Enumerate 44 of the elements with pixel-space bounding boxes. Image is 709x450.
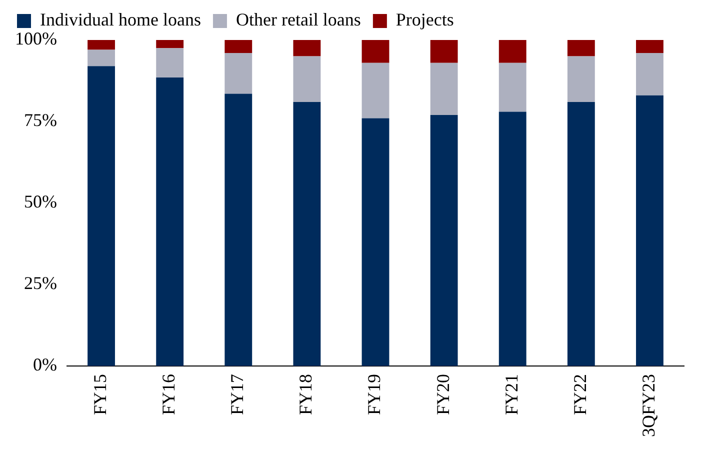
y-tick-label: 100%: [14, 28, 57, 49]
legend-label: Other retail loans: [236, 10, 361, 30]
bar: [293, 40, 321, 56]
bar: [498, 40, 526, 63]
bar: [88, 40, 115, 50]
legend-label: Projects: [396, 10, 454, 30]
bar: [88, 50, 115, 66]
legend-label: Individual home loans: [40, 10, 201, 30]
x-tick-label: FY19: [364, 374, 384, 416]
x-tick-label: FY20: [432, 374, 453, 416]
bar: [430, 114, 458, 366]
bar: [567, 56, 595, 102]
bar: [567, 102, 595, 366]
bar: [430, 40, 458, 63]
bar: [156, 48, 184, 78]
bar: [430, 62, 458, 115]
bar: [636, 40, 664, 54]
y-tick-label: 0%: [32, 354, 57, 375]
y-tick-label: 75%: [24, 110, 57, 130]
y-tick-label: 25%: [24, 273, 57, 294]
bar: [156, 77, 184, 366]
bar: [224, 40, 252, 54]
bar: [362, 118, 390, 366]
bar: [498, 62, 526, 112]
x-tick-label: FY16: [158, 374, 179, 416]
x-tick-label: FY17: [227, 374, 248, 416]
bar: [224, 53, 252, 94]
x-tick-label: FY21: [501, 374, 522, 416]
bar: [636, 95, 664, 366]
x-tick-label: FY18: [296, 374, 316, 416]
bar: [567, 40, 595, 56]
bar: [362, 40, 390, 63]
bar: [224, 94, 252, 366]
bar: [293, 56, 321, 102]
bar: [362, 62, 390, 118]
bar: [636, 53, 664, 96]
bar: [156, 40, 184, 48]
bar: [88, 66, 115, 366]
x-tick-label: 3QFY23: [638, 374, 658, 438]
y-tick-label: 50%: [24, 192, 57, 212]
x-tick-label: FY22: [570, 374, 590, 416]
bar: [293, 102, 321, 366]
x-tick-label: FY15: [90, 374, 110, 416]
bar: [498, 112, 526, 366]
